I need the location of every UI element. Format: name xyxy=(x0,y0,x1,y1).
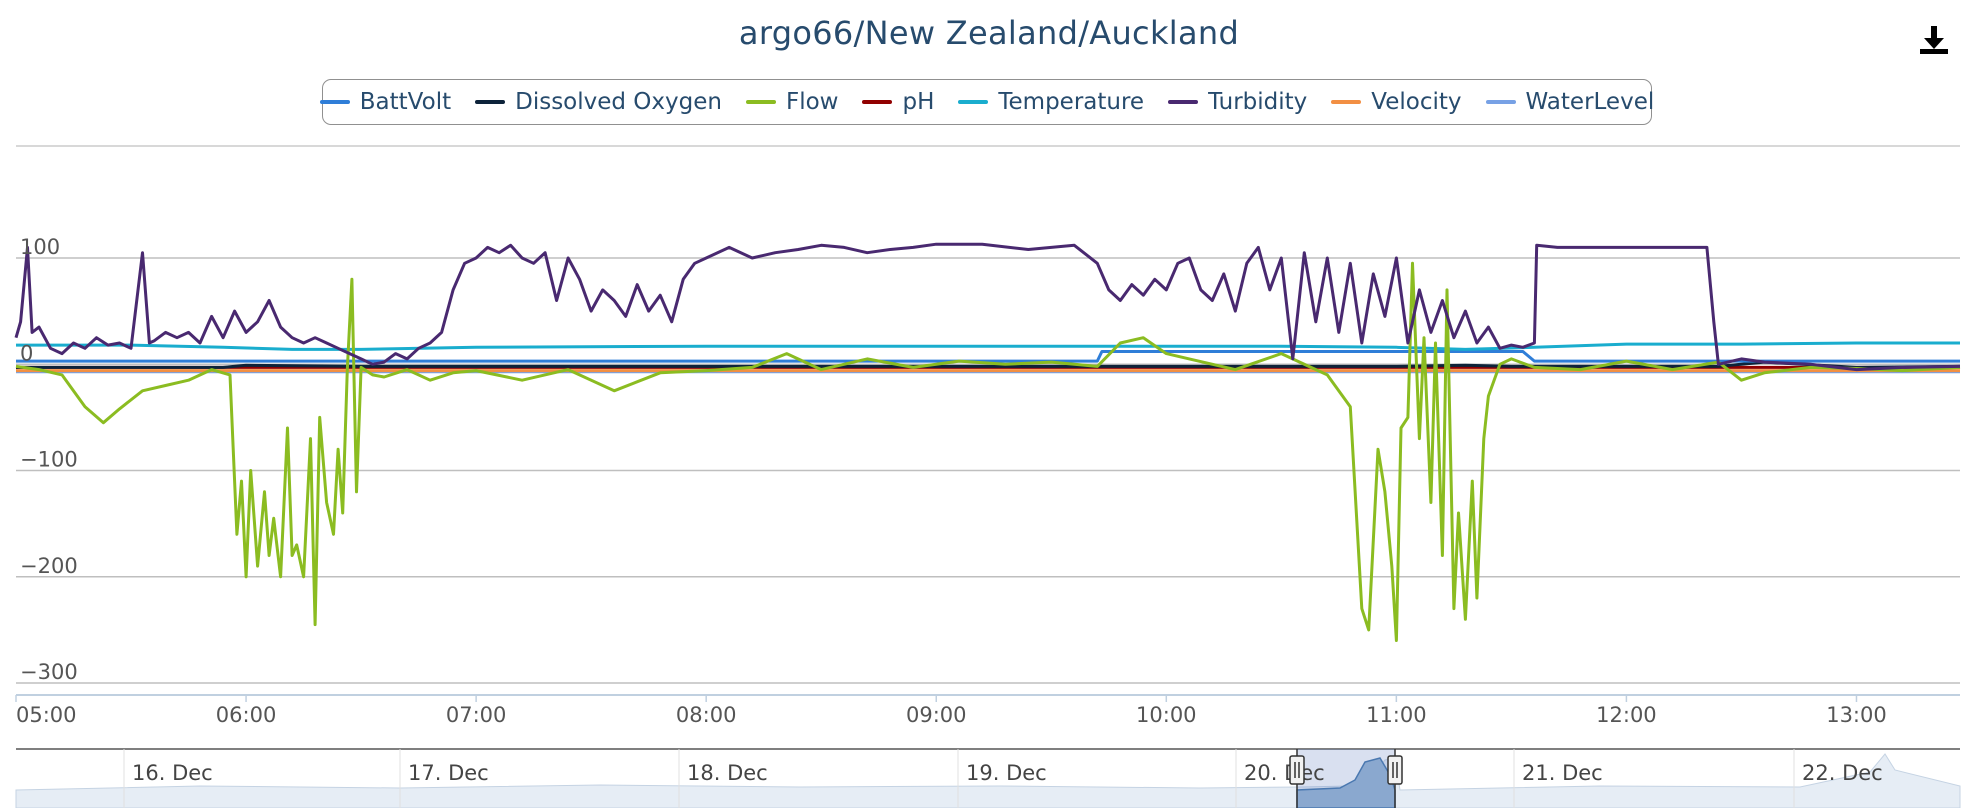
legend-item[interactable]: Dissolved Oxygen xyxy=(475,89,722,115)
y-tick-label: −100 xyxy=(20,448,78,472)
legend-item[interactable]: BattVolt xyxy=(319,89,452,115)
navigator-label: 21. Dec xyxy=(1522,761,1603,785)
legend-item[interactable]: Velocity xyxy=(1331,89,1462,115)
x-tick-label: 13:00 xyxy=(1826,703,1887,727)
navigator-label: 20. Dec xyxy=(1244,761,1325,785)
legend-swatch xyxy=(1168,100,1199,104)
legend-item[interactable]: Turbidity xyxy=(1168,89,1307,115)
legend-label: pH xyxy=(902,89,935,115)
y-tick-label: 100 xyxy=(20,235,60,259)
legend-label: BattVolt xyxy=(359,89,452,115)
handle-body xyxy=(1387,755,1403,785)
grid-lines xyxy=(16,145,1960,684)
x-tick-label: 08:00 xyxy=(676,703,737,727)
legend-swatch xyxy=(958,100,989,104)
x-tick-label: 09:00 xyxy=(906,703,967,727)
x-tick-label: 10:00 xyxy=(1136,703,1197,727)
navigator: 16. Dec 17. Dec 18. Dec 19. Dec 20. Dec 21. D… xyxy=(15,748,1961,808)
download-icon[interactable] xyxy=(1916,22,1952,58)
legend-item[interactable]: WaterLevel xyxy=(1485,89,1655,115)
legend-label: Temperature xyxy=(998,89,1145,115)
legend-item[interactable]: Flow xyxy=(745,89,839,115)
navigator-label: 22. Dec xyxy=(1802,761,1883,785)
y-tick-label: −200 xyxy=(20,554,78,578)
legend-item[interactable]: Temperature xyxy=(958,89,1144,115)
series-line-temperature xyxy=(16,341,1960,351)
navigator-right-handle[interactable] xyxy=(1387,755,1403,785)
chart-title: argo66/New Zealand/Auckland xyxy=(738,14,1240,52)
legend-label: Flow xyxy=(785,89,839,115)
handle-body xyxy=(1289,755,1305,785)
legend-label: Velocity xyxy=(1371,89,1462,115)
legend-swatch xyxy=(745,100,776,104)
legend-label: Turbidity xyxy=(1208,89,1308,115)
x-tick-label: 05:00 xyxy=(16,703,77,727)
series-lines xyxy=(14,242,1961,642)
x-tick-label: 07:00 xyxy=(446,703,507,727)
legend-label: WaterLevel xyxy=(1525,89,1655,115)
navigator-label: 17. Dec xyxy=(408,761,489,785)
legend-swatch xyxy=(319,100,350,104)
x-tick-label: 06:00 xyxy=(216,703,277,727)
y-tick-label: 0 xyxy=(20,341,33,365)
x-tick-label: 11:00 xyxy=(1366,703,1427,727)
navigator-label: 16. Dec xyxy=(132,761,213,785)
navigator-left-handle[interactable] xyxy=(1289,755,1305,785)
legend-swatch xyxy=(1485,100,1516,104)
navigator-label: 19. Dec xyxy=(966,761,1047,785)
series-line-turbidity xyxy=(14,242,1961,372)
legend-swatch xyxy=(1331,100,1362,104)
legend-label: Dissolved Oxygen xyxy=(515,89,722,115)
y-tick-label: −300 xyxy=(20,660,78,684)
x-tick-label: 12:00 xyxy=(1596,703,1657,727)
series-line-flow xyxy=(15,261,1961,642)
series-line-battvolt xyxy=(16,350,1960,363)
legend-swatch xyxy=(475,100,506,104)
navigator-label: 18. Dec xyxy=(687,761,768,785)
legend-item[interactable]: pH xyxy=(862,89,934,115)
legend-swatch xyxy=(862,100,893,104)
chart-legend: BattVolt Dissolved Oxygen Flow pH Temperatur… xyxy=(319,79,1655,125)
axes: 100 0 −100 −200 −300 05:00 06:00 07:00 08:00 09:0… xyxy=(15,235,1960,727)
